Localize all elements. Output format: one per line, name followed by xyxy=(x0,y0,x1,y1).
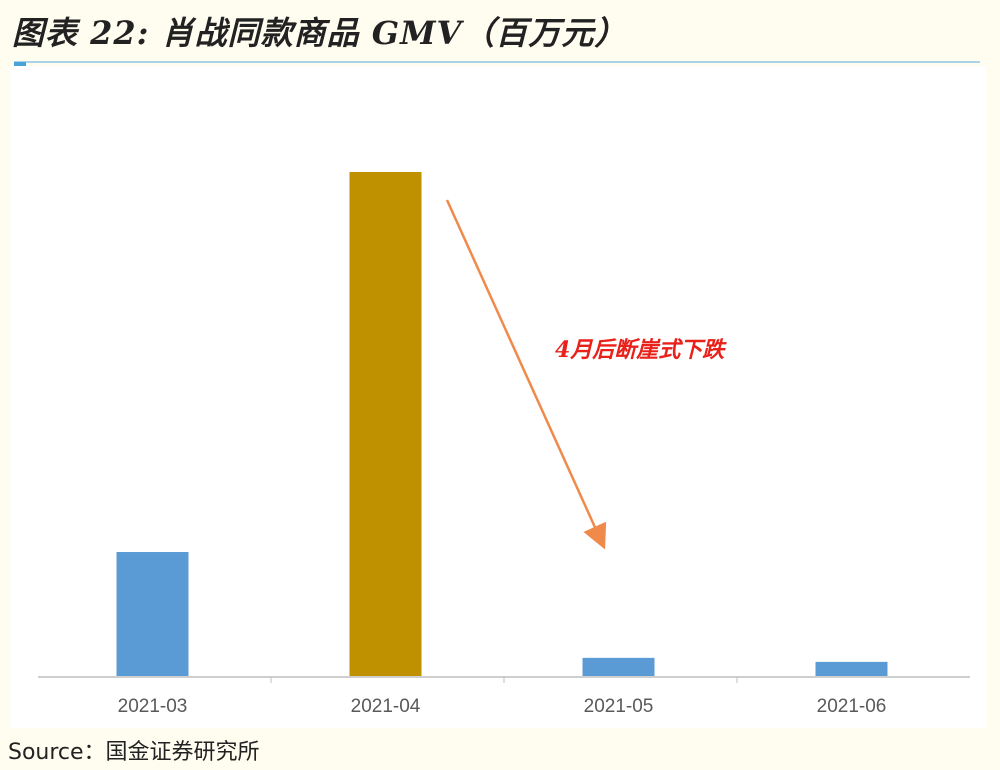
title-divider-mark xyxy=(14,62,26,66)
chart-title: 图表 22: 肖战同款商品 GMV（百万元） xyxy=(12,14,628,52)
x-tick-label: 2021-05 xyxy=(584,696,654,717)
annotation-arrow xyxy=(445,199,607,550)
x-tick-label: 2021-03 xyxy=(118,696,188,717)
annotation-text: 4月后断崖式下跌 xyxy=(555,337,727,363)
title-divider xyxy=(14,61,980,63)
source-note: Source：国金证券研究所 xyxy=(8,740,260,765)
bar-2021-06 xyxy=(815,661,888,676)
bar-2021-04 xyxy=(349,172,422,676)
bar-2021-03 xyxy=(116,552,189,676)
x-tick-label: 2021-04 xyxy=(351,696,421,717)
bar-2021-05 xyxy=(582,657,655,676)
x-tick-label: 2021-06 xyxy=(817,696,887,717)
